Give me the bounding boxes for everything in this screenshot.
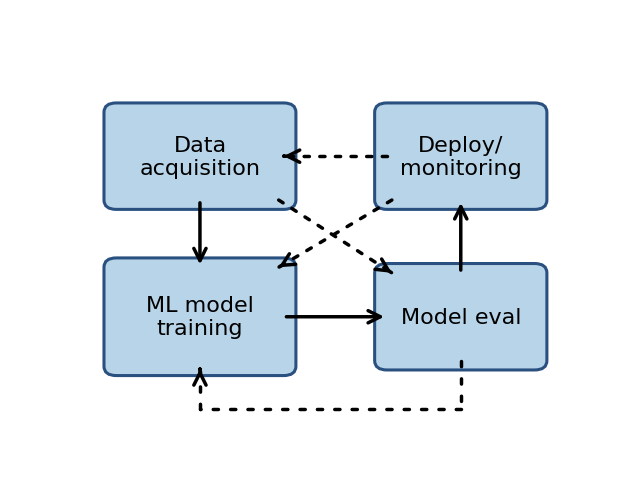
Text: ML model
training: ML model training [146, 296, 254, 339]
Text: Deploy/
monitoring: Deploy/ monitoring [400, 136, 521, 179]
FancyBboxPatch shape [104, 104, 296, 210]
Text: Model eval: Model eval [401, 307, 521, 327]
FancyBboxPatch shape [375, 104, 547, 210]
FancyBboxPatch shape [104, 258, 296, 376]
FancyBboxPatch shape [375, 264, 547, 370]
Text: Data
acquisition: Data acquisition [140, 136, 260, 179]
